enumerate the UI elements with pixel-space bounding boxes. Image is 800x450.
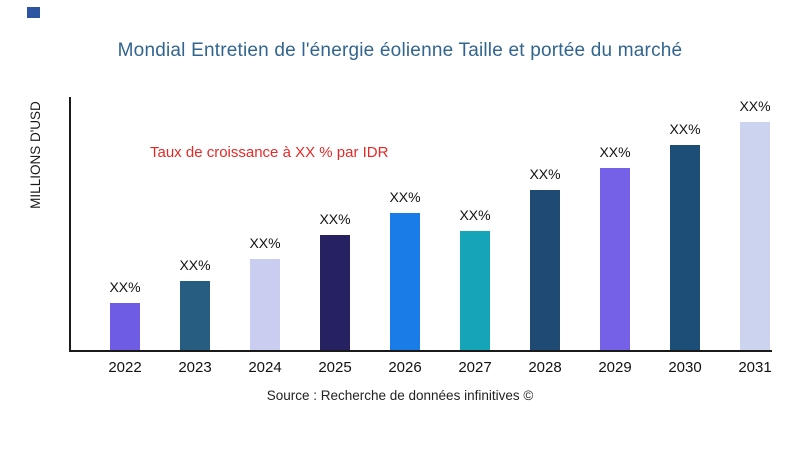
x-tick-label-2024: 2024 xyxy=(248,359,282,376)
bar-2027 xyxy=(460,231,490,350)
x-tick-label-2022: 2022 xyxy=(108,359,142,376)
bar-2028 xyxy=(530,190,560,350)
bar-2031 xyxy=(740,122,770,350)
brand-mark xyxy=(27,7,40,18)
bar-2022 xyxy=(110,303,140,350)
chart-title: Mondial Entretien de l'énergie éolienne … xyxy=(117,40,683,61)
bar-value-label-2024: XX% xyxy=(249,235,281,251)
bar-2026 xyxy=(390,213,420,350)
source-text: Source : Recherche de données infinitive… xyxy=(266,388,534,403)
bar-2030 xyxy=(670,145,700,350)
y-axis-line xyxy=(69,97,71,352)
x-tick-label-2027: 2027 xyxy=(458,359,492,376)
bar-2029 xyxy=(600,168,630,350)
bar-value-label-2028: XX% xyxy=(529,166,561,182)
bar-2023 xyxy=(180,281,210,350)
bar-value-label-2031: XX% xyxy=(739,98,771,114)
x-tick-label-2031: 2031 xyxy=(738,359,772,376)
bar-value-label-2022: XX% xyxy=(109,279,141,295)
bar-2024 xyxy=(250,259,280,350)
bar-value-label-2027: XX% xyxy=(459,207,491,223)
growth-rate-annotation: Taux de croissance à XX % par IDR xyxy=(150,144,389,161)
bar-value-label-2023: XX% xyxy=(179,257,211,273)
x-tick-label-2029: 2029 xyxy=(598,359,632,376)
x-tick-label-2023: 2023 xyxy=(178,359,212,376)
bar-2025 xyxy=(320,235,350,350)
bar-value-label-2026: XX% xyxy=(389,189,421,205)
x-axis-line xyxy=(69,350,772,352)
bar-value-label-2029: XX% xyxy=(599,144,631,160)
x-tick-label-2026: 2026 xyxy=(388,359,422,376)
x-tick-label-2028: 2028 xyxy=(528,359,562,376)
bar-value-label-2030: XX% xyxy=(669,121,701,137)
x-tick-label-2025: 2025 xyxy=(318,359,352,376)
x-tick-label-2030: 2030 xyxy=(668,359,702,376)
bar-value-label-2025: XX% xyxy=(319,211,351,227)
